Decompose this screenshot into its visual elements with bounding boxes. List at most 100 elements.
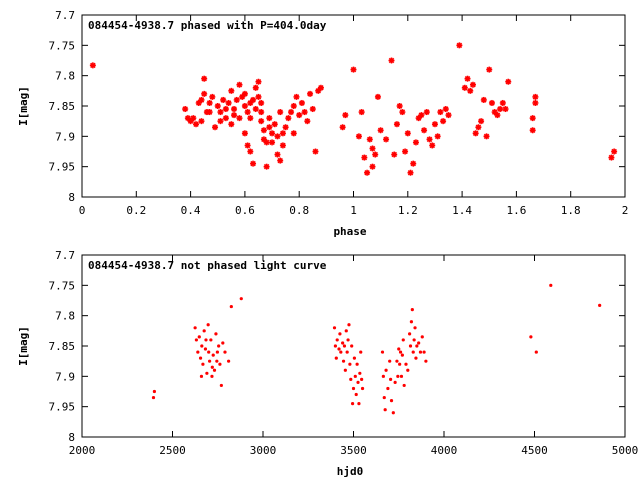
data-point: [247, 115, 254, 122]
data-point: [399, 374, 404, 378]
y-tick-label: 7.7: [55, 249, 75, 262]
data-point: [395, 359, 399, 363]
data-point: [469, 81, 476, 88]
data-point: [461, 84, 468, 91]
data-point: [358, 371, 362, 375]
data-point: [214, 103, 221, 109]
data-point: [386, 386, 390, 391]
data-point: [532, 99, 539, 106]
data-point: [377, 127, 384, 134]
data-point: [418, 350, 423, 354]
data-point: [401, 338, 405, 342]
data-point: [222, 106, 229, 113]
data-point: [193, 326, 197, 330]
data-point: [349, 377, 353, 381]
data-point: [151, 395, 156, 400]
data-point: [372, 151, 379, 158]
data-point: [198, 118, 205, 125]
data-point: [215, 359, 219, 363]
data-point: [431, 121, 438, 128]
data-point: [217, 344, 221, 348]
data-point: [374, 93, 381, 100]
unphased-plot-xlabel: hjd0: [337, 465, 364, 478]
data-point: [399, 109, 406, 116]
data-point: [412, 338, 416, 342]
x-tick-label: 1.2: [398, 204, 418, 217]
data-point: [497, 106, 504, 113]
data-point: [298, 99, 305, 106]
data-point: [369, 163, 376, 170]
data-point: [354, 392, 358, 397]
y-tick-label: 8: [68, 191, 75, 204]
unphased-plot-title: 084454-4938.7 not phased light curve: [88, 259, 327, 272]
data-point: [182, 106, 189, 113]
phased-plot-title: 084454-4938.7 phased with P=404.0day: [88, 19, 327, 32]
data-point: [426, 136, 433, 143]
data-point: [250, 160, 257, 167]
data-point: [409, 320, 414, 324]
data-point: [269, 130, 276, 137]
data-point: [381, 374, 385, 378]
x-tick-label: 0.4: [181, 204, 201, 217]
data-point: [212, 124, 219, 131]
data-point: [269, 139, 276, 146]
data-point: [236, 115, 243, 122]
data-point: [350, 402, 355, 406]
y-tick-label: 7.8: [55, 70, 75, 83]
data-point: [360, 386, 365, 391]
x-tick-label: 0.2: [126, 204, 146, 217]
x-tick-label: 0.6: [235, 204, 255, 217]
y-tick-label: 7.95: [49, 161, 76, 174]
data-point: [505, 78, 512, 85]
data-point: [415, 344, 419, 348]
data-point: [196, 350, 200, 354]
data-point: [210, 365, 214, 369]
y-tick-label: 7.95: [49, 401, 76, 414]
data-point: [338, 332, 342, 336]
data-point: [382, 395, 386, 400]
data-point: [217, 109, 224, 116]
data-point: [456, 42, 463, 49]
data-point: [532, 93, 539, 100]
data-point: [529, 127, 536, 134]
data-point: [411, 350, 415, 354]
phased-plot-frame: [81, 14, 626, 198]
data-point: [429, 142, 436, 149]
data-point: [290, 103, 297, 109]
y-tick-label: 7.75: [49, 39, 76, 52]
data-point: [277, 109, 284, 116]
data-point: [393, 380, 397, 384]
data-point: [206, 99, 213, 106]
data-point: [333, 344, 337, 348]
data-point: [478, 118, 485, 125]
data-point: [255, 78, 262, 85]
data-point: [398, 362, 402, 366]
data-point: [239, 297, 243, 301]
data-point: [383, 136, 390, 143]
data-point: [263, 139, 270, 146]
data-point: [467, 87, 474, 94]
data-point: [218, 362, 222, 366]
data-point: [502, 106, 509, 113]
data-point: [317, 84, 324, 91]
data-point: [221, 341, 225, 345]
x-tick-label: 3500: [340, 444, 367, 457]
data-point: [355, 133, 362, 140]
y-tick-label: 7.9: [55, 130, 75, 143]
data-point: [402, 148, 409, 155]
data-point: [244, 142, 251, 149]
data-point: [356, 380, 360, 384]
data-point: [258, 109, 265, 116]
data-point: [391, 411, 395, 415]
data-point: [241, 90, 248, 97]
data-point: [206, 109, 213, 116]
data-point: [332, 326, 337, 330]
data-point: [383, 408, 387, 412]
data-point: [212, 368, 217, 372]
data-point: [198, 96, 205, 103]
data-point: [241, 103, 248, 109]
data-point: [258, 99, 265, 106]
data-point: [402, 383, 406, 388]
data-point: [413, 326, 417, 330]
data-point: [529, 335, 533, 339]
